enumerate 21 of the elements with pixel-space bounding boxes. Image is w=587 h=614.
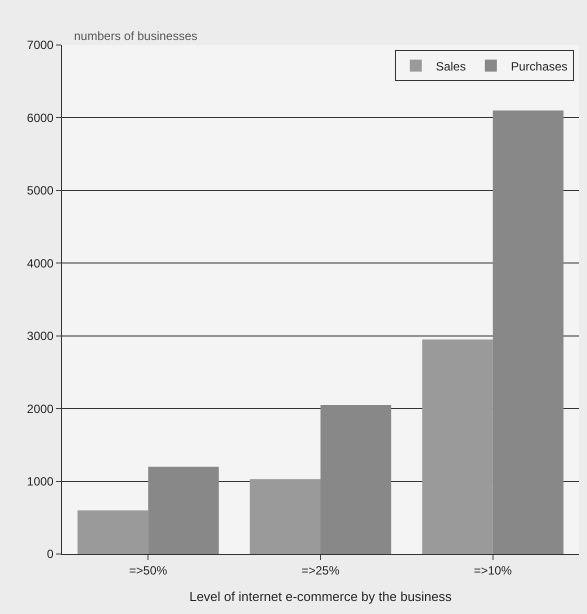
bar xyxy=(250,479,320,554)
x-axis-title: Level of internet e-commerce by the business xyxy=(189,589,452,604)
legend-label: Purchases xyxy=(510,59,568,74)
x-tick-label: =>10% xyxy=(474,563,512,578)
bar xyxy=(320,404,392,554)
x-tick-label: =>25% xyxy=(301,563,340,578)
bar xyxy=(78,510,148,554)
legend-label: Sales xyxy=(436,59,466,74)
y-axis-title: numbers of businesses xyxy=(74,29,198,43)
y-tick-label: 1000 xyxy=(26,474,54,488)
y-tick-label: 3000 xyxy=(26,329,54,344)
y-tick-label: 6000 xyxy=(26,110,54,125)
bar xyxy=(422,339,493,554)
y-tick-label: 7000 xyxy=(26,38,54,52)
bar xyxy=(148,466,219,554)
x-tick-label: =>50% xyxy=(129,563,168,578)
y-tick-label: 5000 xyxy=(26,184,54,198)
bar xyxy=(492,110,564,554)
y-tick-label: 4000 xyxy=(26,256,54,270)
y-tick-label: 0 xyxy=(46,547,54,562)
y-tick-label: 2000 xyxy=(26,402,54,416)
